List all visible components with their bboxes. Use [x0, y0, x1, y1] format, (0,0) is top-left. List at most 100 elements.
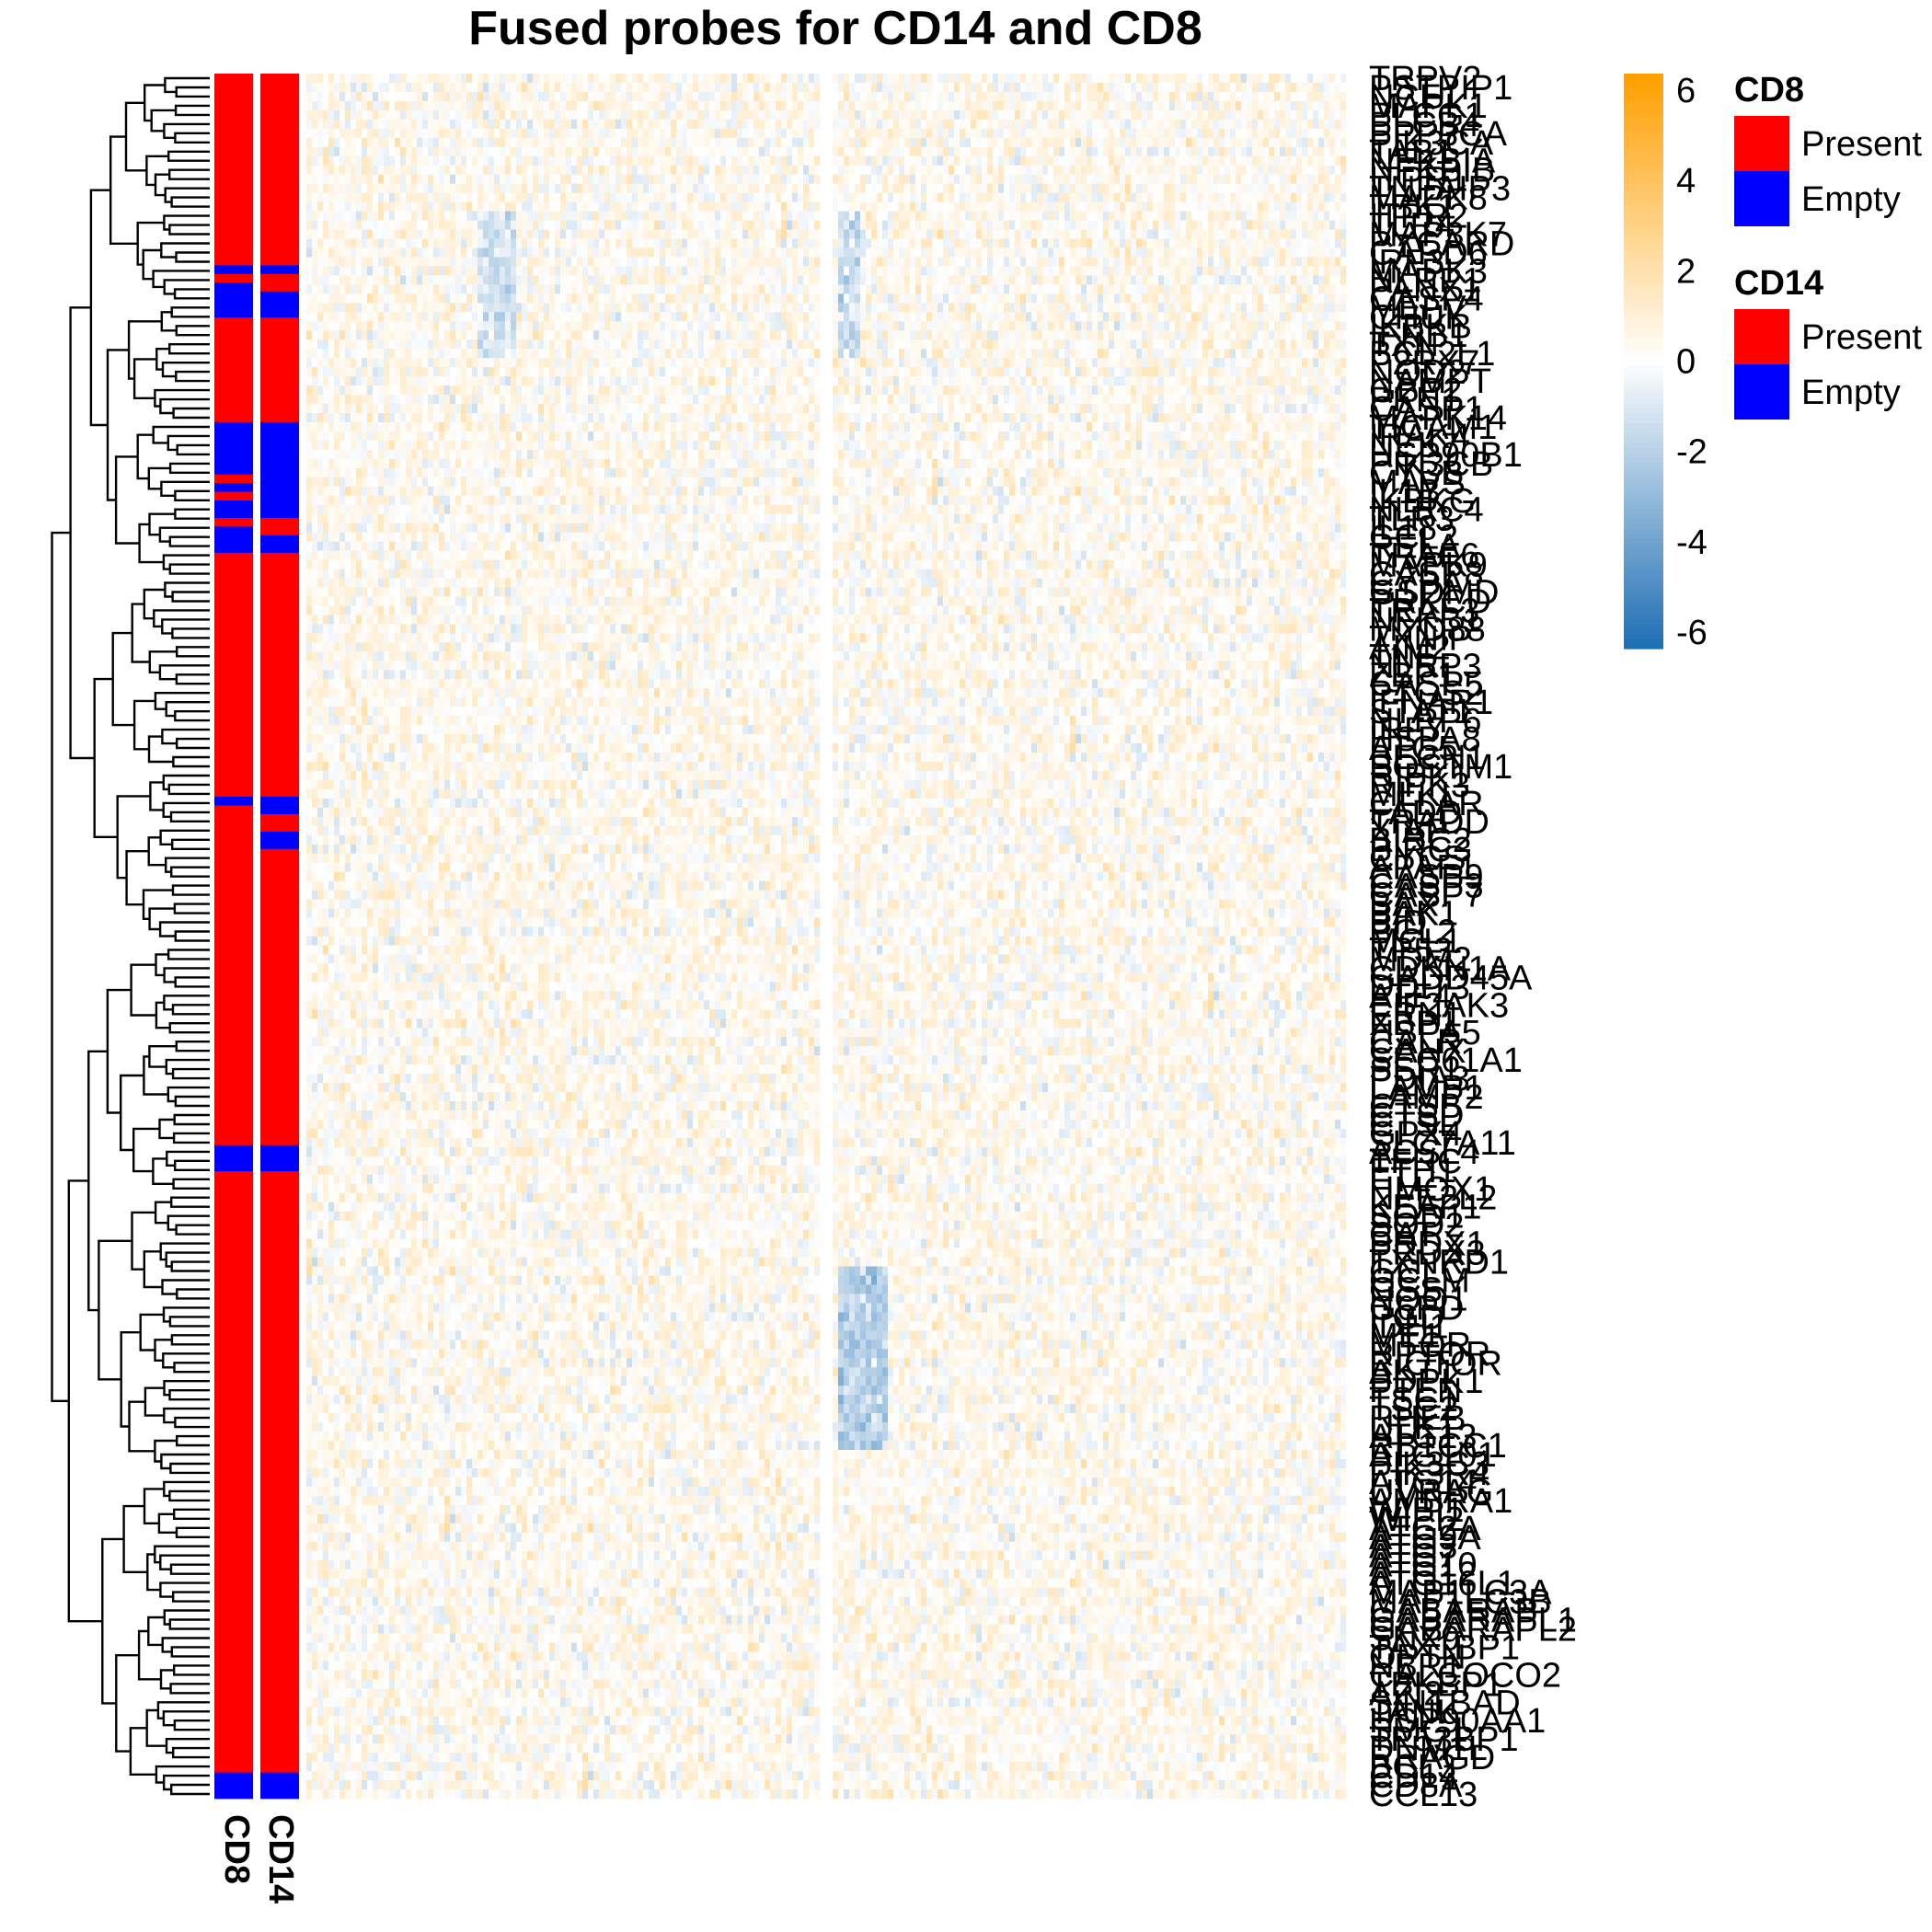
heatmap-cell — [960, 74, 965, 83]
heatmap-cell — [417, 129, 422, 138]
heatmap-cell — [306, 83, 312, 92]
heatmap-cell — [877, 92, 882, 101]
heatmap-cell — [1285, 120, 1291, 129]
heatmap-cell — [1053, 92, 1059, 101]
heatmap-cell — [1302, 120, 1307, 129]
cd14-annotation-cell — [260, 631, 299, 640]
heatmap-cell — [1147, 92, 1153, 101]
heatmap-cell — [411, 129, 417, 138]
heatmap-cell — [1180, 129, 1186, 138]
heatmap-cell — [649, 74, 654, 83]
heatmap-cell — [1213, 156, 1219, 166]
cd8-annotation-cell — [214, 805, 253, 814]
heatmap-cell — [1318, 138, 1324, 147]
cd8-annotation-cell — [214, 178, 253, 188]
heatmap-cell — [522, 147, 527, 156]
heatmap-cell — [411, 166, 417, 175]
heatmap-cell — [1329, 120, 1335, 129]
heatmap-cell — [483, 166, 489, 175]
heatmap-cell — [422, 83, 428, 92]
heatmap-cell — [312, 74, 317, 83]
heatmap-cell — [472, 166, 477, 175]
heatmap-cell — [1026, 83, 1031, 92]
cd14-annotation-cell — [260, 126, 299, 135]
heatmap-cell — [1340, 74, 1346, 83]
heatmap-cell — [455, 110, 461, 120]
heatmap-cell — [555, 92, 560, 101]
cd8-annotation-cell — [214, 832, 253, 841]
heatmap-cell — [787, 147, 792, 156]
heatmap-cell — [367, 92, 373, 101]
heatmap-cell — [533, 83, 538, 92]
cd8-annotation-cell — [214, 1311, 253, 1320]
heatmap-cell — [1109, 129, 1114, 138]
heatmap-cell — [615, 138, 621, 147]
heatmap-cell — [932, 101, 937, 110]
heatmap-cell — [1142, 138, 1147, 147]
heatmap-cell — [632, 92, 638, 101]
heatmap-cell — [665, 120, 671, 129]
heatmap-cell — [1031, 74, 1037, 83]
heatmap-cell — [1258, 129, 1263, 138]
dendrogram-branch — [172, 1335, 210, 1344]
cd8-annotation-cell — [214, 300, 253, 309]
heatmap-cell — [328, 166, 334, 175]
heatmap-cell — [965, 138, 971, 147]
heatmap-cell — [965, 175, 971, 184]
heatmap-cell — [1098, 147, 1103, 156]
heatmap-cell — [588, 129, 593, 138]
heatmap-cell — [1225, 156, 1230, 166]
heatmap-cell — [428, 101, 433, 110]
heatmap-cell — [400, 138, 406, 147]
cd8-annotation-cell — [214, 1163, 253, 1172]
heatmap-cell — [1114, 110, 1120, 120]
heatmap-cell — [1075, 166, 1081, 175]
heatmap-cell — [833, 83, 838, 92]
cd8-annotation-cell — [214, 596, 253, 605]
heatmap-cell — [1059, 101, 1064, 110]
heatmap-cell — [943, 110, 949, 120]
heatmap-cell — [893, 138, 899, 147]
cd8-annotation-cell — [214, 814, 253, 823]
heatmap-cell — [776, 129, 781, 138]
heatmap-cell — [533, 147, 538, 156]
heatmap-cell — [1208, 129, 1213, 138]
cd14-annotation-cell — [260, 1284, 299, 1294]
heatmap-cell — [604, 120, 610, 129]
heatmap-cell — [472, 110, 477, 120]
heatmap-cell — [345, 175, 351, 184]
heatmap-cell — [660, 101, 665, 110]
heatmap-cell — [461, 120, 466, 129]
heatmap-cell — [638, 110, 643, 120]
heatmap-cell — [737, 175, 742, 184]
heatmap-cell — [926, 147, 932, 156]
heatmap-cell — [433, 147, 439, 156]
cd14-annotation-cell — [260, 230, 299, 239]
cd8-annotation-cell — [214, 152, 253, 161]
heatmap-cell — [1109, 120, 1114, 129]
heatmap-cell — [915, 138, 921, 147]
heatmap-cell — [871, 101, 877, 110]
heatmap-cell — [915, 175, 921, 184]
heatmap-cell — [1280, 138, 1285, 147]
cd14-annotation-cell — [260, 1442, 299, 1451]
heatmap-cell — [483, 147, 489, 156]
heatmap-cell — [1114, 74, 1120, 83]
heatmap-cell — [833, 92, 838, 101]
heatmap-cell — [1197, 166, 1202, 175]
cd8-annotation-cell — [214, 997, 253, 1006]
cd8-annotation-cell — [214, 466, 253, 475]
heatmap-cell — [720, 101, 726, 110]
cd8-annotation-cell — [214, 1328, 253, 1338]
heatmap-cell — [709, 147, 715, 156]
heatmap-cell — [809, 120, 814, 129]
heatmap-cell — [477, 175, 483, 184]
cd8-annotation-cell — [214, 265, 253, 274]
heatmap-cell — [1103, 120, 1109, 129]
heatmap-cell — [753, 166, 759, 175]
heatmap-cell — [1335, 166, 1340, 175]
heatmap-cell — [1219, 120, 1225, 129]
cd14-annotation-cell — [260, 779, 299, 788]
cd14-annotation-cell — [260, 1337, 299, 1346]
cd8-annotation-cell — [214, 247, 253, 257]
